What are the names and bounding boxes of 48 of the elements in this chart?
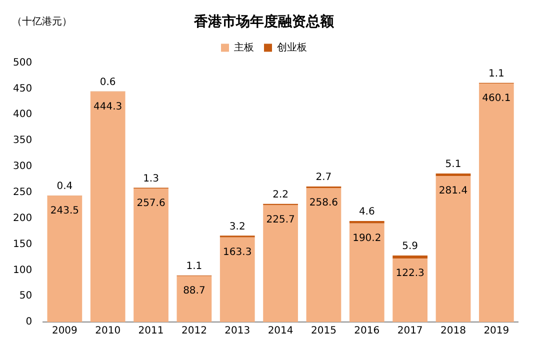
y-tick-label: 350 bbox=[12, 135, 32, 146]
data-label: 2.7 bbox=[316, 172, 332, 184]
y-tick-label: 400 bbox=[12, 109, 32, 120]
chart-title: 香港市场年度融资总额 bbox=[193, 13, 335, 30]
data-label: 243.5 bbox=[50, 205, 79, 216]
data-label: 281.4 bbox=[438, 186, 468, 197]
y-tick-label: 300 bbox=[12, 161, 32, 172]
data-label: 0.6 bbox=[100, 76, 116, 88]
x-tick-label: 2014 bbox=[268, 326, 294, 337]
data-label: 257.6 bbox=[136, 198, 166, 210]
data-label: 225.7 bbox=[266, 214, 295, 226]
y-tick-label: 100 bbox=[12, 264, 32, 276]
y-axis-title: （十亿港元） bbox=[12, 16, 72, 28]
data-label: 1.1 bbox=[488, 68, 504, 80]
data-label: 5.1 bbox=[445, 159, 462, 170]
data-label: 5.9 bbox=[402, 241, 418, 252]
x-tick-label: 2016 bbox=[354, 326, 380, 337]
data-label: 3.2 bbox=[229, 221, 246, 232]
data-label: 4.6 bbox=[358, 206, 375, 218]
data-label: 1.3 bbox=[143, 173, 159, 184]
data-label: 2.2 bbox=[272, 189, 288, 200]
data-label: 0.4 bbox=[56, 181, 73, 192]
x-tick-label: 2017 bbox=[397, 326, 423, 337]
data-label: 460.1 bbox=[482, 93, 511, 104]
data-label: 190.2 bbox=[352, 232, 382, 244]
y-tick-label: 450 bbox=[12, 83, 32, 94]
data-label: 258.6 bbox=[309, 198, 338, 209]
x-tick-label: 2011 bbox=[138, 326, 164, 337]
x-tick-label: 2019 bbox=[484, 326, 510, 337]
x-tick-label: 2010 bbox=[95, 326, 121, 337]
y-tick-label: 500 bbox=[12, 57, 32, 68]
y-tick-label: 250 bbox=[12, 186, 32, 198]
legend-label: 主板 bbox=[234, 41, 254, 54]
data-label: 1.1 bbox=[186, 261, 202, 272]
x-tick-label: 2015 bbox=[310, 326, 336, 337]
x-tick-label: 2009 bbox=[52, 326, 78, 337]
y-tick-label: 0 bbox=[26, 316, 32, 328]
data-label: 88.7 bbox=[183, 286, 206, 297]
legend-label: 创业板 bbox=[277, 41, 307, 54]
data-label: 122.3 bbox=[396, 268, 424, 280]
y-tick-label: 200 bbox=[12, 212, 32, 224]
data-label: 163.3 bbox=[223, 246, 252, 258]
data-label: 444.3 bbox=[94, 101, 122, 112]
x-tick-label: 2013 bbox=[224, 326, 250, 337]
x-tick-label: 2018 bbox=[440, 326, 466, 337]
y-tick-label: 150 bbox=[12, 238, 32, 250]
y-tick-label: 50 bbox=[19, 290, 32, 302]
x-tick-label: 2012 bbox=[181, 326, 207, 337]
